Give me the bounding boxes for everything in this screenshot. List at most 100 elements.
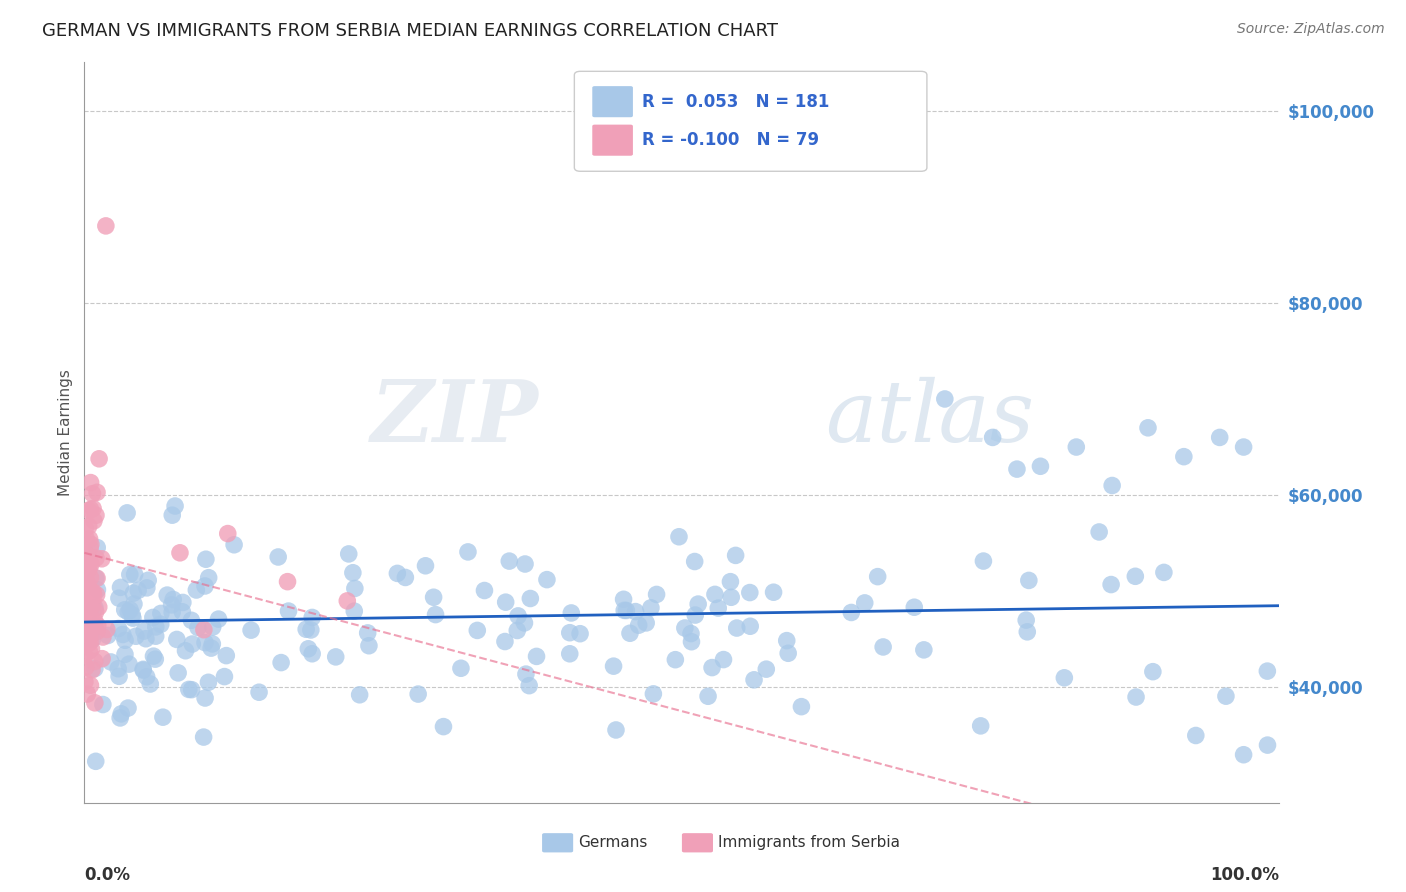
Point — [201, 637, 224, 651]
Point — [94, 219, 117, 233]
Point — [76, 574, 98, 589]
Point — [118, 657, 141, 672]
Point — [91, 630, 114, 644]
Point — [776, 633, 799, 648]
Point — [143, 652, 166, 666]
Point — [187, 621, 209, 635]
Point — [725, 621, 748, 635]
Point — [683, 555, 706, 569]
Point — [172, 595, 194, 609]
Point — [76, 595, 98, 609]
Point — [872, 640, 894, 654]
Point — [1015, 613, 1038, 627]
Point — [84, 508, 107, 523]
Point — [295, 622, 318, 636]
Point — [613, 603, 636, 617]
Point — [790, 699, 813, 714]
Text: Germans: Germans — [578, 835, 647, 850]
Text: R = -0.100   N = 79: R = -0.100 N = 79 — [643, 131, 820, 149]
Point — [76, 559, 98, 574]
Point — [513, 557, 536, 571]
Point — [640, 600, 662, 615]
FancyBboxPatch shape — [592, 125, 633, 156]
Point — [506, 608, 529, 623]
Point — [349, 688, 371, 702]
Point — [1153, 566, 1175, 580]
Point — [160, 605, 183, 619]
Point — [125, 629, 148, 643]
Point — [180, 682, 202, 697]
Point — [142, 649, 165, 664]
Point — [240, 623, 263, 637]
Point — [853, 596, 876, 610]
Point — [96, 623, 118, 637]
Point — [197, 675, 219, 690]
Point — [73, 571, 96, 585]
Point — [558, 647, 581, 661]
Point — [1005, 462, 1028, 476]
Point — [135, 581, 157, 595]
Point — [215, 648, 238, 663]
Point — [73, 591, 96, 606]
Point — [82, 598, 104, 612]
Point — [337, 547, 360, 561]
Point — [1029, 459, 1052, 474]
Point — [1142, 665, 1164, 679]
Point — [79, 541, 101, 555]
Point — [181, 637, 204, 651]
Point — [681, 634, 703, 648]
Point — [86, 541, 108, 555]
Point — [110, 580, 132, 594]
Point — [207, 612, 229, 626]
Text: atlas: atlas — [825, 376, 1035, 459]
Point — [498, 554, 520, 568]
Point — [614, 603, 637, 617]
Point — [277, 574, 299, 589]
Point — [688, 597, 710, 611]
Point — [1125, 690, 1147, 704]
Point — [84, 551, 107, 566]
Point — [515, 667, 537, 681]
FancyBboxPatch shape — [543, 833, 574, 853]
Point — [193, 730, 215, 744]
Point — [80, 663, 103, 677]
Point — [1099, 577, 1122, 591]
FancyBboxPatch shape — [592, 87, 633, 117]
Point — [357, 626, 380, 640]
Point — [83, 655, 105, 669]
Point — [301, 647, 323, 661]
Point — [76, 605, 98, 619]
Point — [343, 604, 366, 618]
Point — [683, 608, 706, 623]
Point — [406, 687, 429, 701]
Point — [495, 595, 517, 609]
Point — [1088, 524, 1111, 539]
Point — [506, 624, 529, 638]
Point — [415, 558, 437, 573]
Point — [720, 591, 742, 605]
Point — [73, 674, 96, 689]
Point — [111, 627, 134, 641]
Point — [82, 585, 104, 599]
Point — [122, 597, 145, 611]
Point — [80, 613, 103, 627]
Point — [755, 662, 778, 676]
Point — [80, 583, 103, 598]
Point — [270, 656, 292, 670]
Point — [114, 603, 136, 617]
Point — [450, 661, 472, 675]
Point — [77, 605, 100, 619]
Point — [84, 600, 107, 615]
Point — [1101, 478, 1123, 492]
Point — [149, 617, 172, 632]
Point — [142, 610, 165, 624]
Point — [80, 641, 103, 656]
Point — [336, 594, 359, 608]
Point — [201, 620, 224, 634]
Point — [120, 603, 142, 617]
Point — [132, 624, 155, 639]
Point — [569, 626, 592, 640]
Point — [1173, 450, 1195, 464]
Point — [77, 625, 100, 640]
Point — [613, 592, 636, 607]
